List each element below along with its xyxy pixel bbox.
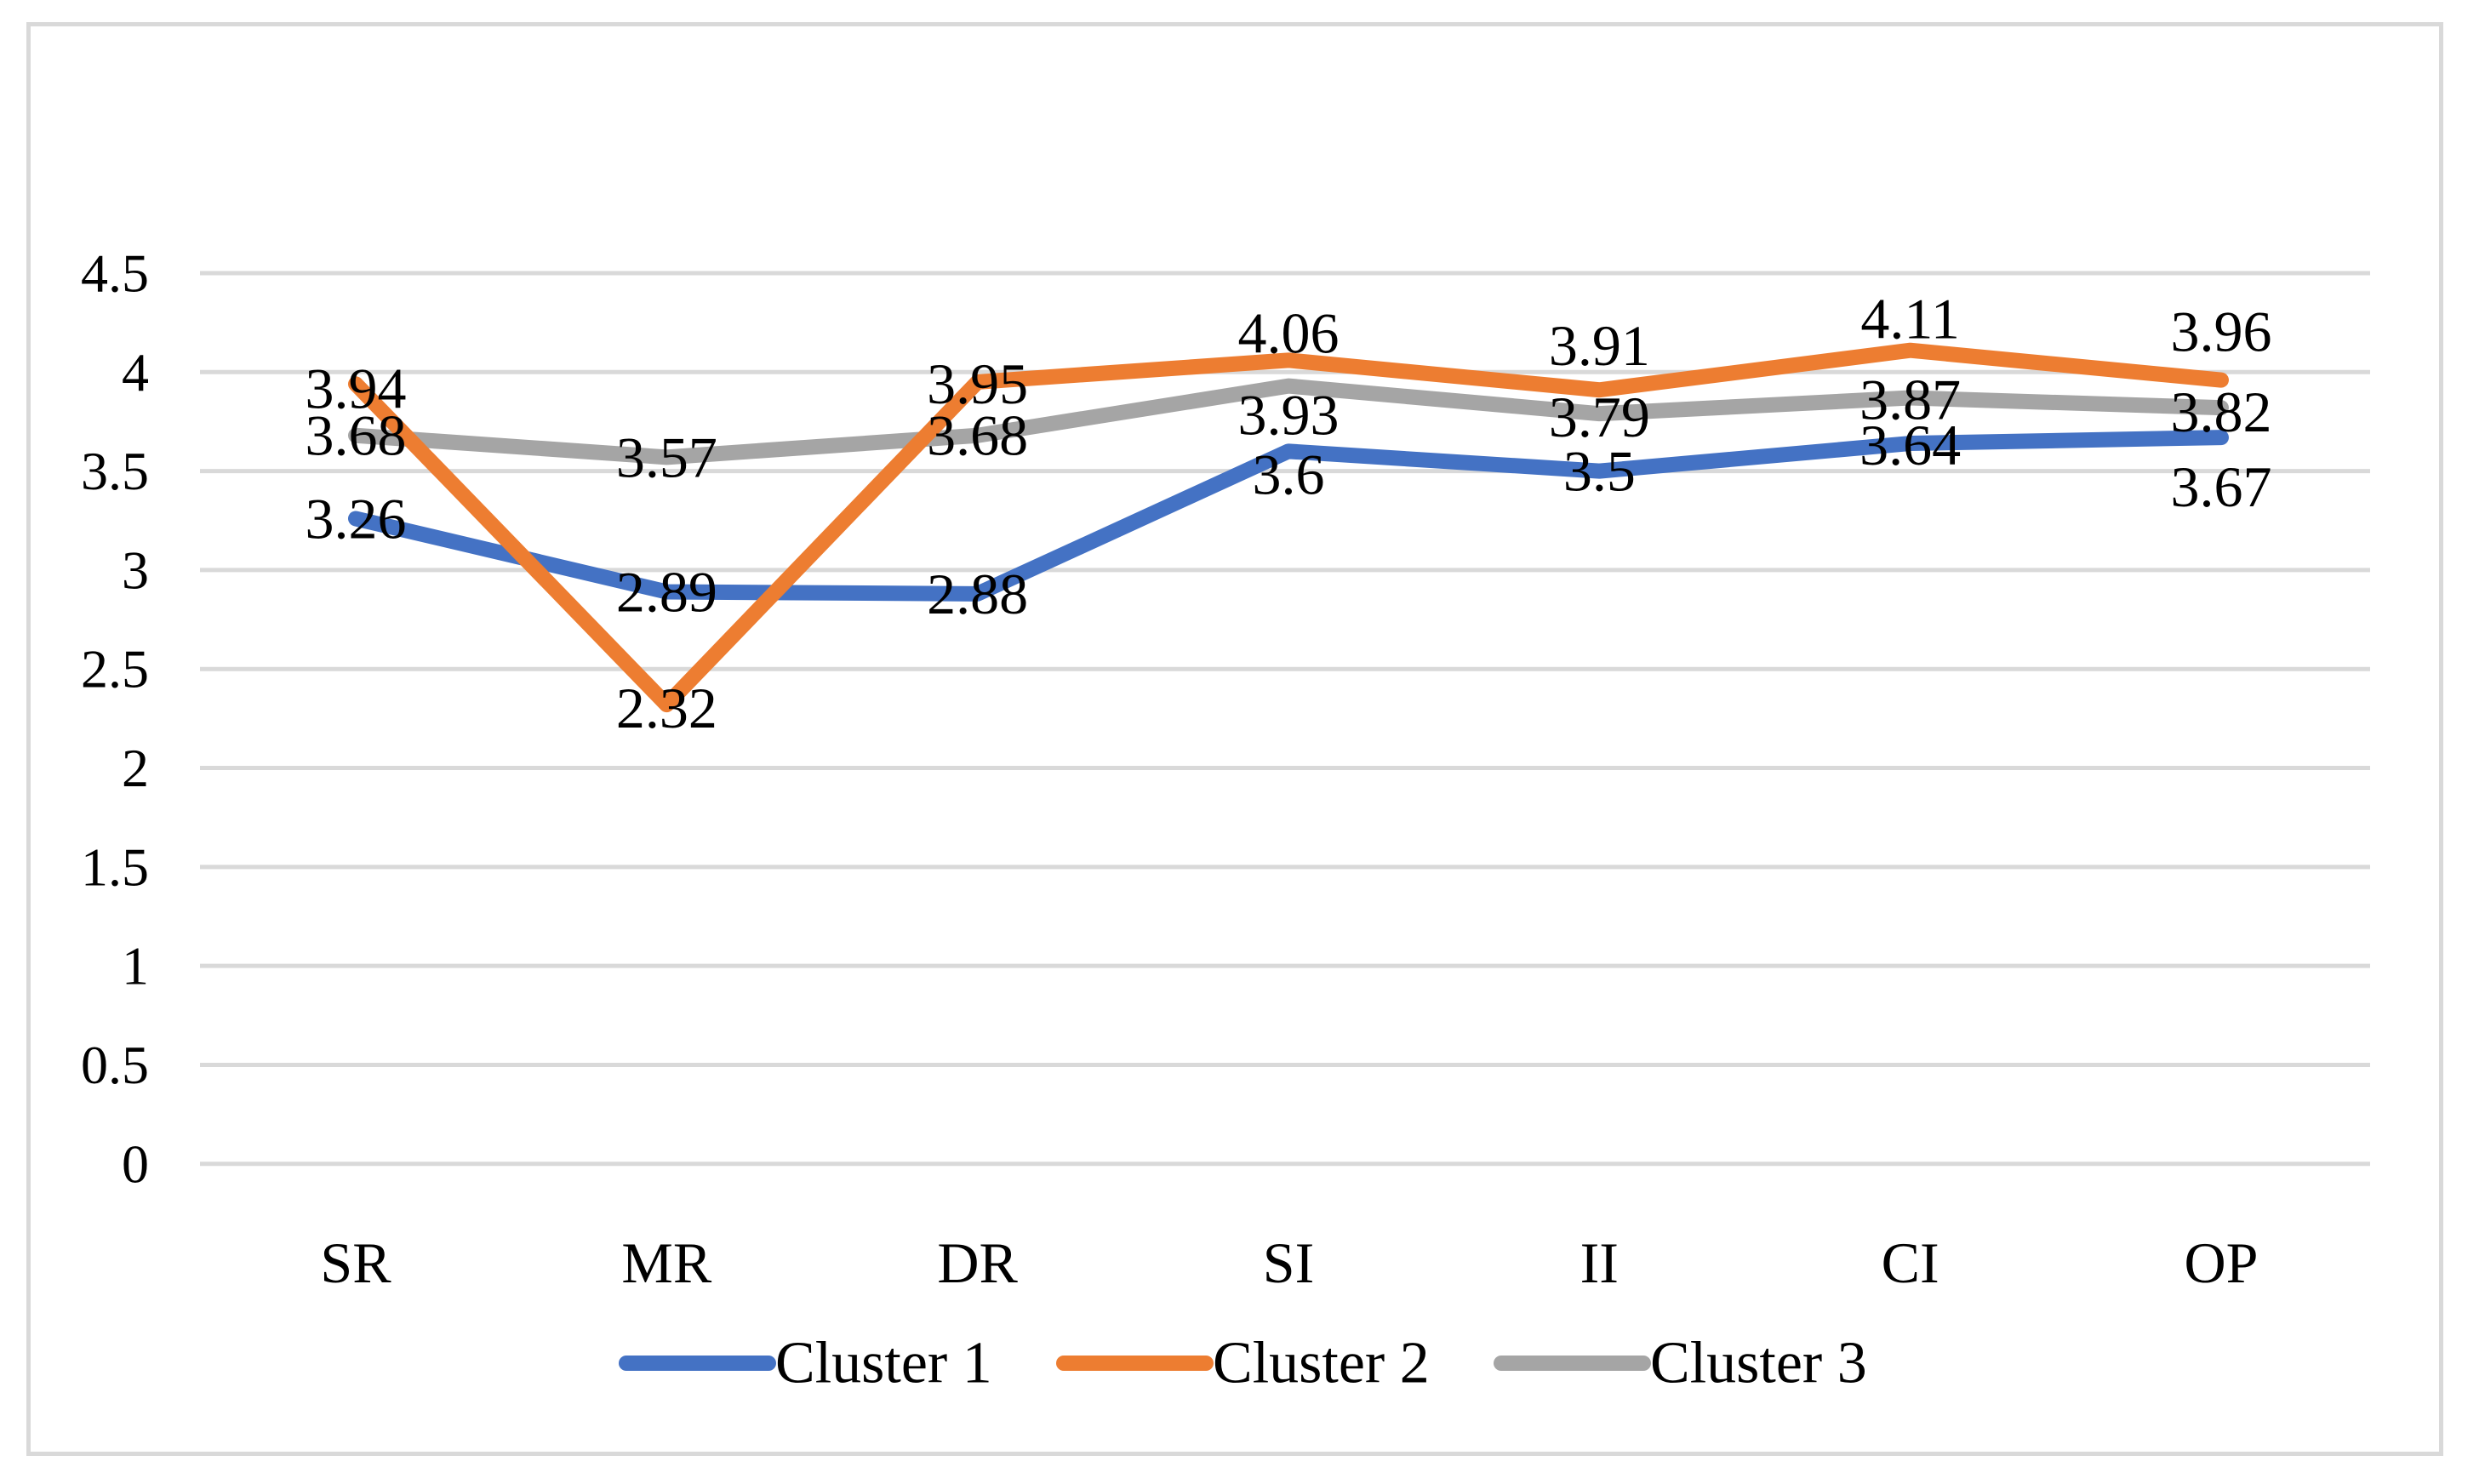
legend-label-cluster-2: Cluster 2: [1213, 1331, 1430, 1396]
data-label: 3.68: [927, 403, 1028, 468]
data-label: 2.88: [927, 562, 1028, 626]
x-axis-category-label: SI: [1263, 1230, 1314, 1295]
data-label: 3.91: [1549, 313, 1650, 378]
data-label: 2.89: [616, 560, 717, 625]
y-axis-tick-label: 1.5: [81, 836, 149, 897]
y-axis-tick-label: 4.5: [81, 243, 149, 304]
data-label: 3.57: [616, 425, 717, 489]
x-axis-category-label: CI: [1882, 1230, 1939, 1295]
legend-label-cluster-3: Cluster 3: [1650, 1331, 1867, 1396]
x-axis-category-label: MR: [621, 1230, 711, 1295]
data-label: 3.82: [2170, 380, 2271, 444]
series-line-cluster-3: [348, 378, 2229, 465]
y-axis-tick-label: 3.5: [81, 441, 149, 501]
series-line-cluster-1: [348, 430, 2229, 602]
data-label: 4.11: [1860, 287, 1959, 351]
y-axis-tick-label: 4: [122, 342, 149, 402]
data-label: 4.06: [1237, 300, 1339, 365]
data-label: 3.68: [306, 403, 407, 468]
legend-label-cluster-1: Cluster 1: [775, 1331, 992, 1396]
y-axis-tick-label: 0: [122, 1133, 149, 1194]
data-label: 3.64: [1859, 413, 1961, 477]
data-label: 3.93: [1237, 383, 1339, 448]
data-label: 2.32: [616, 676, 717, 740]
figure-border: [26, 22, 2443, 1456]
x-axis-category-label: OP: [2185, 1230, 2259, 1295]
y-axis-tick-label: 2.5: [81, 639, 149, 699]
data-label: 3.79: [1549, 385, 1650, 449]
data-label: 3.5: [1563, 439, 1636, 504]
data-label: 3.87: [1859, 368, 1961, 432]
y-axis-tick-label: 3: [122, 539, 149, 600]
y-axis-tick-label: 0.5: [81, 1035, 149, 1095]
data-label: 3.6: [1252, 442, 1324, 506]
data-label: 3.95: [927, 351, 1028, 416]
x-axis-category-label: II: [1580, 1230, 1619, 1295]
x-axis-category-label: SR: [320, 1230, 391, 1295]
data-label: 3.94: [306, 356, 407, 420]
x-axis-category-label: DR: [937, 1230, 1018, 1295]
data-label: 3.26: [306, 486, 407, 551]
data-label: 3.67: [2170, 454, 2271, 519]
y-axis-tick-label: 2: [122, 738, 149, 798]
y-axis-tick-label: 1: [122, 936, 149, 996]
series-line-cluster-2: [348, 342, 2229, 713]
data-label: 3.96: [2170, 300, 2271, 364]
